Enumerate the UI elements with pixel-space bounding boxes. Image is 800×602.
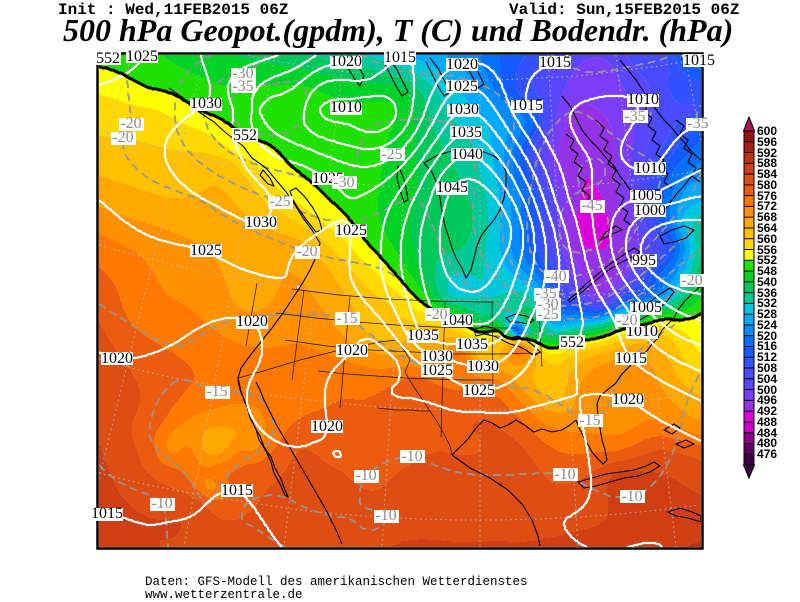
svg-text:-25: -25 — [537, 306, 558, 323]
svg-text:-35: -35 — [232, 78, 253, 95]
svg-text:1020: 1020 — [446, 56, 478, 73]
svg-text:1020: 1020 — [336, 342, 368, 359]
svg-text:-35: -35 — [535, 285, 556, 302]
svg-text:1020: 1020 — [236, 313, 268, 330]
svg-text:556: 556 — [757, 243, 777, 257]
svg-text:-15: -15 — [336, 310, 357, 327]
svg-text:1025: 1025 — [335, 222, 367, 239]
svg-text:1030: 1030 — [467, 358, 499, 375]
svg-text:552: 552 — [233, 127, 257, 144]
svg-text:1025: 1025 — [446, 78, 478, 95]
svg-text:1015: 1015 — [511, 97, 543, 114]
svg-text:496: 496 — [757, 393, 777, 407]
svg-text:528: 528 — [757, 307, 777, 321]
svg-text:-30: -30 — [232, 65, 253, 82]
svg-text:480: 480 — [757, 436, 777, 450]
svg-text:1035: 1035 — [456, 336, 488, 353]
svg-text:1020: 1020 — [101, 350, 133, 367]
svg-text:1015: 1015 — [221, 482, 253, 499]
svg-text:1000: 1000 — [634, 202, 666, 219]
svg-text:-20: -20 — [120, 115, 141, 132]
svg-text:560: 560 — [757, 232, 777, 246]
svg-text:1030: 1030 — [245, 214, 277, 231]
svg-text:536: 536 — [757, 286, 777, 300]
svg-text:1015: 1015 — [683, 52, 715, 69]
svg-text:1025: 1025 — [421, 362, 453, 379]
svg-text:-10: -10 — [621, 488, 642, 505]
svg-text:-10: -10 — [554, 466, 575, 483]
svg-text:548: 548 — [757, 264, 777, 278]
svg-text:1040: 1040 — [451, 146, 483, 163]
svg-text:492: 492 — [757, 404, 777, 418]
svg-text:1010: 1010 — [330, 99, 362, 116]
svg-text:-45: -45 — [581, 197, 602, 214]
svg-text:-10: -10 — [375, 507, 396, 524]
svg-text:516: 516 — [757, 339, 777, 353]
svg-text:552: 552 — [560, 334, 584, 351]
svg-text:1025: 1025 — [126, 48, 158, 65]
svg-text:512: 512 — [757, 350, 777, 364]
svg-text:484: 484 — [757, 426, 777, 440]
svg-text:504: 504 — [757, 372, 777, 386]
svg-text:596: 596 — [757, 135, 777, 149]
svg-text:1035: 1035 — [450, 124, 482, 141]
svg-text:-35: -35 — [687, 115, 708, 132]
svg-text:1025: 1025 — [463, 382, 495, 399]
svg-text:-10: -10 — [401, 448, 422, 465]
svg-text:508: 508 — [757, 361, 777, 375]
svg-text:-15: -15 — [206, 383, 227, 400]
svg-text:580: 580 — [757, 178, 777, 192]
svg-text:1045: 1045 — [436, 179, 468, 196]
svg-text:-20: -20 — [426, 306, 447, 323]
svg-text:-25: -25 — [381, 146, 402, 163]
svg-text:-20: -20 — [681, 272, 702, 289]
svg-text:-20: -20 — [616, 312, 637, 329]
svg-text:476: 476 — [757, 447, 777, 461]
svg-text:-20: -20 — [112, 129, 133, 146]
svg-text:-10: -10 — [355, 467, 376, 484]
svg-text:1035: 1035 — [407, 327, 439, 344]
svg-text:1030: 1030 — [190, 95, 222, 112]
svg-text:1015: 1015 — [539, 54, 571, 71]
svg-text:-40: -40 — [545, 268, 566, 285]
svg-text:532: 532 — [757, 296, 777, 310]
svg-text:1030: 1030 — [421, 348, 453, 365]
svg-text:1010: 1010 — [627, 91, 659, 108]
svg-text:584: 584 — [757, 167, 777, 181]
svg-text:1010: 1010 — [626, 323, 658, 340]
svg-text:572: 572 — [757, 199, 777, 213]
svg-text:-30: -30 — [333, 174, 354, 191]
svg-text:1030: 1030 — [447, 101, 479, 118]
svg-text:-25: -25 — [269, 193, 290, 210]
svg-text:995: 995 — [632, 252, 656, 269]
svg-text:-15: -15 — [579, 412, 600, 429]
svg-text:1015: 1015 — [91, 505, 123, 522]
svg-text:552: 552 — [757, 253, 777, 267]
svg-text:488: 488 — [757, 415, 777, 429]
svg-text:1015: 1015 — [615, 350, 647, 367]
svg-text:592: 592 — [757, 146, 777, 160]
svg-text:564: 564 — [757, 221, 777, 235]
svg-text:-20: -20 — [296, 243, 317, 260]
svg-text:1015: 1015 — [384, 49, 416, 66]
svg-text:540: 540 — [757, 275, 777, 289]
svg-text:1005: 1005 — [630, 299, 662, 316]
svg-text:1020: 1020 — [330, 53, 362, 70]
svg-text:576: 576 — [757, 189, 777, 203]
svg-text:600: 600 — [757, 124, 777, 138]
svg-text:588: 588 — [757, 156, 777, 170]
svg-text:520: 520 — [757, 329, 777, 343]
svg-text:-10: -10 — [151, 495, 172, 512]
svg-text:1020: 1020 — [612, 391, 644, 408]
svg-text:1025: 1025 — [190, 242, 222, 259]
svg-text:1005: 1005 — [630, 187, 662, 204]
svg-text:-35: -35 — [624, 108, 645, 125]
svg-text:500: 500 — [757, 383, 777, 397]
svg-text:1020: 1020 — [311, 418, 343, 435]
svg-text:524: 524 — [757, 318, 777, 332]
svg-text:1010: 1010 — [634, 160, 666, 177]
svg-text:568: 568 — [757, 210, 777, 224]
svg-text:552: 552 — [96, 50, 120, 67]
